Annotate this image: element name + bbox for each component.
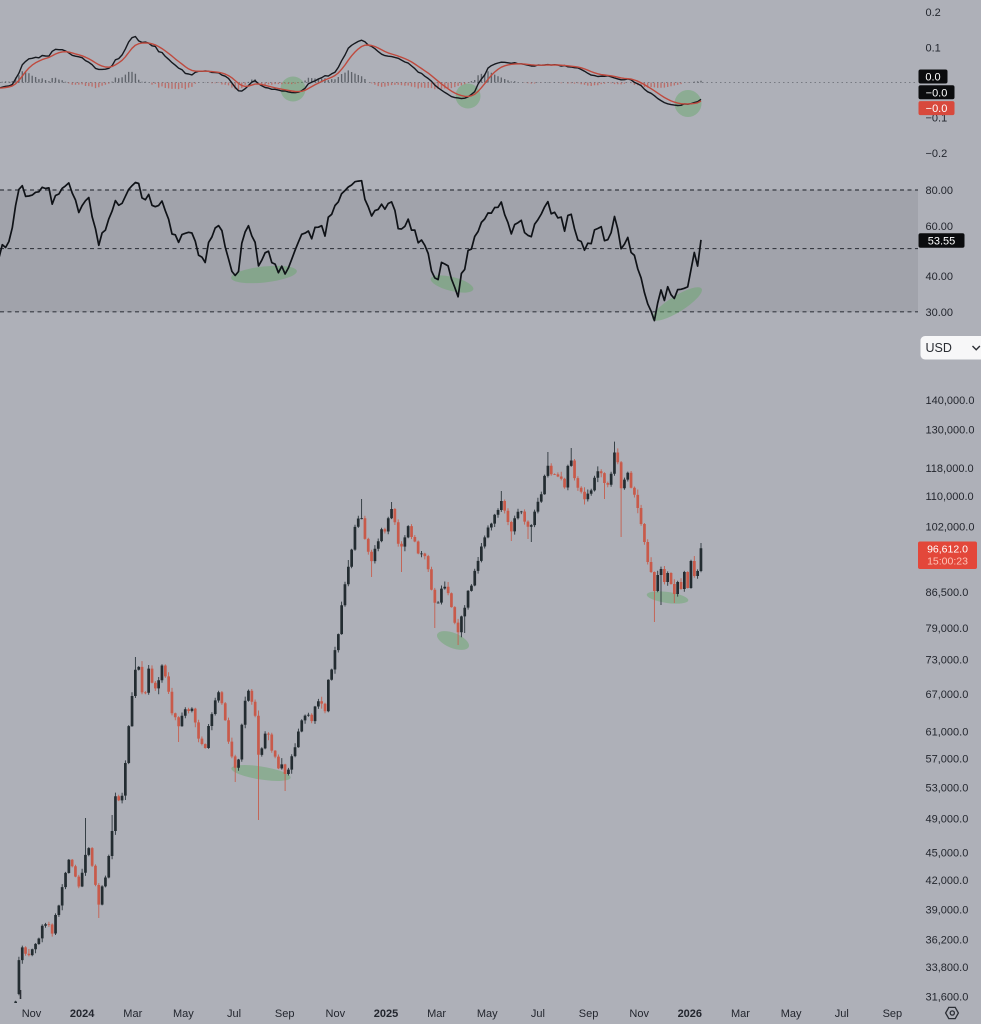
svg-text:118,000.0: 118,000.0 [926,463,974,475]
svg-text:Nov: Nov [22,1008,42,1020]
svg-text:60.00: 60.00 [926,221,954,233]
svg-text:110,000.0: 110,000.0 [926,491,974,503]
svg-text:−0.1: −0.1 [926,113,948,125]
svg-text:130,000.0: 130,000.0 [926,425,975,437]
svg-text:−0.0: −0.0 [926,87,948,99]
svg-text:53.55: 53.55 [928,235,956,247]
svg-text:96,612.0: 96,612.0 [927,544,968,556]
svg-text:30.00: 30.00 [926,307,954,319]
svg-text:May: May [477,1008,498,1020]
svg-text:Mar: Mar [427,1008,446,1020]
svg-text:0.1: 0.1 [926,42,941,54]
svg-text:May: May [781,1008,802,1020]
svg-text:40.00: 40.00 [926,271,954,283]
svg-text:Jul: Jul [531,1008,545,1020]
svg-text:−0.2: −0.2 [926,148,948,160]
svg-text:57,000.0: 57,000.0 [926,753,969,765]
svg-text:31,600.0: 31,600.0 [926,992,969,1004]
svg-text:Nov: Nov [326,1008,346,1020]
svg-text:0.0: 0.0 [925,72,940,84]
svg-text:Mar: Mar [731,1008,750,1020]
svg-text:Jul: Jul [227,1008,241,1020]
svg-text:42,000.0: 42,000.0 [926,875,969,887]
svg-text:49,000.0: 49,000.0 [926,814,969,826]
svg-text:Sep: Sep [579,1008,599,1020]
svg-text:33,800.0: 33,800.0 [926,962,969,974]
svg-text:15:00:23: 15:00:23 [927,556,968,568]
svg-text:79,000.0: 79,000.0 [926,623,969,635]
svg-text:86,500.0: 86,500.0 [926,587,969,599]
svg-text:USD: USD [926,341,952,355]
svg-text:140,000.0: 140,000.0 [926,395,975,407]
svg-text:39,000.0: 39,000.0 [926,905,969,917]
svg-text:Sep: Sep [883,1008,903,1020]
svg-text:Jul: Jul [835,1008,849,1020]
svg-text:36,200.0: 36,200.0 [926,934,969,946]
svg-text:53,000.0: 53,000.0 [926,782,969,794]
svg-text:67,000.0: 67,000.0 [926,689,969,701]
svg-text:2024: 2024 [70,1008,95,1020]
svg-text:Nov: Nov [629,1008,649,1020]
svg-text:61,000.0: 61,000.0 [926,726,969,738]
svg-text:73,000.0: 73,000.0 [926,655,969,667]
svg-text:May: May [173,1008,194,1020]
svg-text:0.2: 0.2 [926,7,941,19]
svg-text:2025: 2025 [374,1008,398,1020]
svg-text:2026: 2026 [678,1008,702,1020]
svg-text:−0.0: −0.0 [926,103,948,115]
svg-text:45,000.0: 45,000.0 [926,848,969,860]
svg-text:Mar: Mar [123,1008,142,1020]
svg-text:80.00: 80.00 [926,185,954,197]
svg-text:Sep: Sep [275,1008,295,1020]
svg-text:102,000.0: 102,000.0 [926,521,975,533]
